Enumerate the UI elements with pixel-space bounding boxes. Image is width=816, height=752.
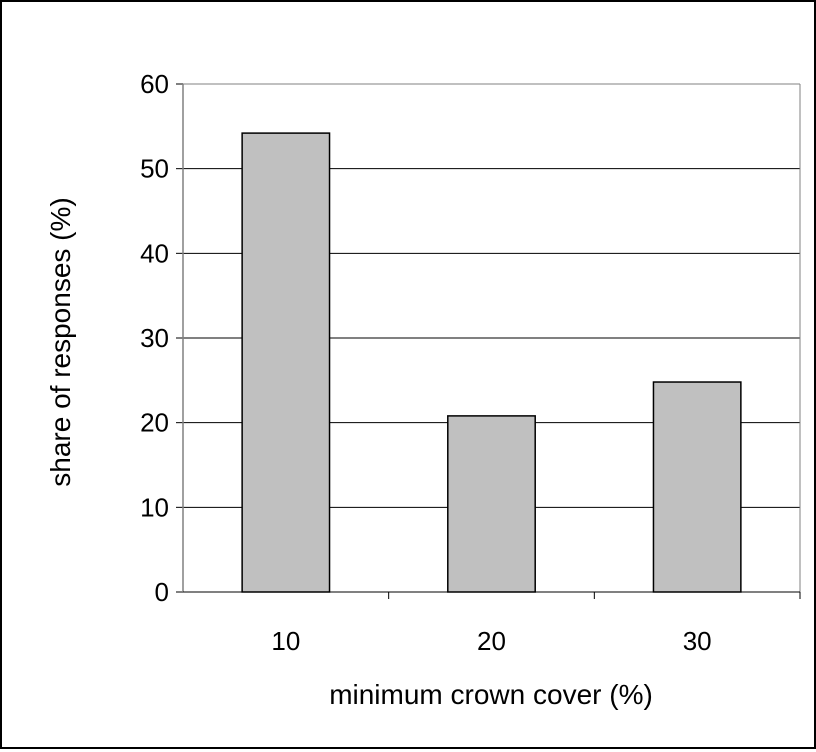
y-tick-label: 60 — [140, 69, 169, 99]
y-tick-labels: 0 10 20 30 40 50 60 — [140, 69, 169, 607]
y-tick-label: 40 — [140, 238, 169, 268]
x-tick-label: 20 — [477, 626, 506, 656]
x-tick-label: 30 — [683, 626, 712, 656]
y-axis-label: share of responses (%) — [45, 197, 76, 486]
x-axis-label: minimum crown cover (%) — [329, 679, 653, 710]
bar-30 — [652, 381, 742, 593]
x-tick-labels: 10 20 30 — [271, 626, 711, 656]
y-tick-label: 30 — [140, 323, 169, 353]
bars — [241, 132, 742, 593]
y-tick-label: 50 — [140, 154, 169, 184]
x-tick-label: 10 — [271, 626, 300, 656]
y-tick-label: 10 — [140, 492, 169, 522]
bar-20 — [447, 415, 536, 593]
bar-10 — [241, 132, 331, 593]
y-tick-label: 20 — [140, 408, 169, 438]
axes — [176, 83, 801, 599]
y-tick-label: 0 — [155, 577, 169, 607]
